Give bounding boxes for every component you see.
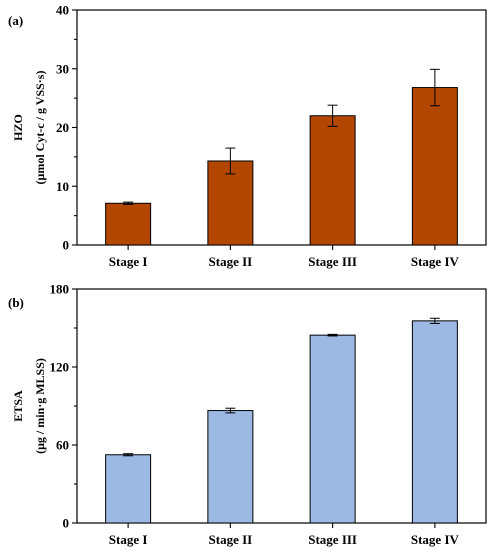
bar-4 bbox=[411, 320, 458, 524]
y-tick-label: 0 bbox=[63, 516, 70, 531]
bar-1 bbox=[105, 202, 152, 246]
chart-panel-a: 0 10 20 30 40 Stage I Stage II Stage III Stage I… bbox=[8, 3, 487, 269]
y-tick-label: 60 bbox=[56, 438, 69, 453]
bar-4 bbox=[411, 87, 458, 246]
category-label: Stage III bbox=[308, 532, 357, 547]
category-label: Stage I bbox=[109, 532, 148, 547]
bar-3 bbox=[309, 115, 356, 246]
error-bar-3 bbox=[327, 104, 338, 127]
bar-1 bbox=[105, 454, 152, 524]
panel-label: (b) bbox=[8, 295, 24, 310]
chart-panel-b: 0 60 120 180 Stage I Stage II Stage III Stage I… bbox=[8, 282, 487, 547]
y-tick-label: 40 bbox=[56, 3, 69, 18]
category-label: Stage IV bbox=[411, 532, 460, 547]
y-axis-label-line2: (μg / min·g MLSS) bbox=[33, 358, 47, 454]
error-bar-4 bbox=[429, 68, 440, 107]
y-tick-label: 10 bbox=[56, 179, 69, 194]
category-label: Stage IV bbox=[411, 254, 460, 269]
error-bar-1 bbox=[123, 453, 134, 457]
y-tick-label: 0 bbox=[63, 238, 70, 253]
y-tick-label: 20 bbox=[56, 120, 69, 135]
error-bar-2 bbox=[225, 147, 236, 175]
error-bar-3 bbox=[327, 333, 338, 337]
bar-2 bbox=[207, 410, 254, 524]
category-label: Stage III bbox=[308, 254, 357, 269]
category-label: Stage II bbox=[209, 532, 253, 547]
y-tick-label: 180 bbox=[50, 282, 70, 297]
bar-2 bbox=[207, 160, 254, 246]
y-tick-label: 120 bbox=[50, 360, 70, 375]
y-tick-label: 30 bbox=[56, 61, 69, 76]
panel-label: (a) bbox=[8, 13, 23, 28]
error-bar-4 bbox=[429, 317, 440, 324]
bar-3 bbox=[309, 334, 356, 524]
y-axis-label-line1: HZO bbox=[11, 114, 25, 141]
y-axis-label-line2: (μmol Cyt-c / g VSS·s) bbox=[33, 71, 47, 185]
category-label: Stage II bbox=[209, 254, 253, 269]
error-bar-1 bbox=[123, 201, 134, 205]
error-bar-2 bbox=[225, 407, 236, 414]
y-axis-label-line1: ETSA bbox=[11, 390, 25, 422]
category-label: Stage I bbox=[109, 254, 148, 269]
